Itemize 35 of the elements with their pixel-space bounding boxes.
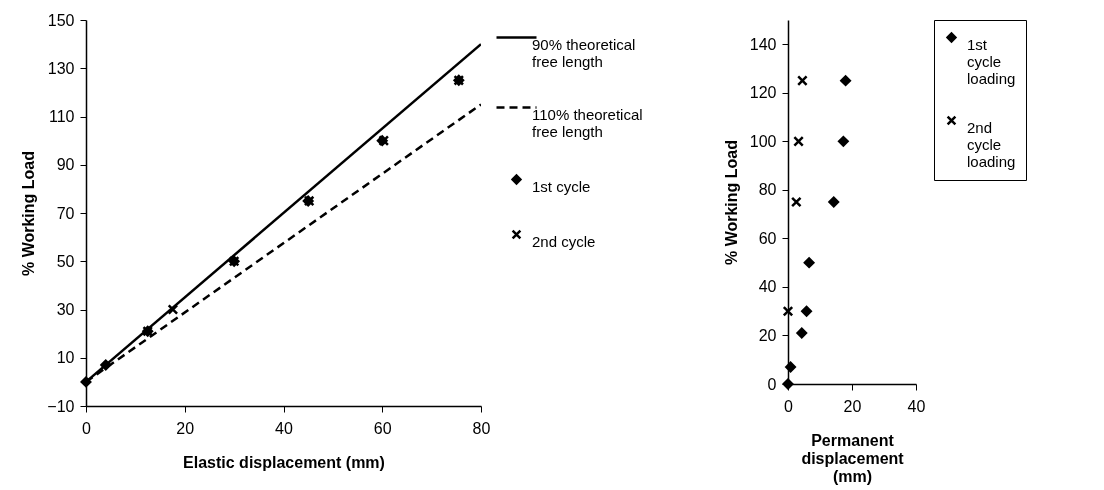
y-tick-label: 140 <box>749 35 777 53</box>
y-tick-label: 40 <box>758 278 777 296</box>
y-tick-label: 120 <box>749 84 777 102</box>
y-tick-label: 20 <box>758 326 777 344</box>
y-tick-label: 0 <box>767 375 777 393</box>
x-tick-label: 20 <box>176 419 195 437</box>
y-tick-label: 90 <box>56 156 75 174</box>
legend-label: 90% theoretical free length <box>532 35 636 70</box>
y-tick-label: 60 <box>758 229 777 247</box>
x-tick-label: 40 <box>907 397 926 415</box>
y-tick-label: 50 <box>56 252 75 270</box>
x-tick-label: 60 <box>373 419 392 437</box>
x-tick-label: 40 <box>275 419 293 437</box>
y-axis-title: % Working Load <box>20 150 38 277</box>
legend-label: 110% theoretical free length <box>532 105 643 140</box>
y-axis-title: % Working Load <box>722 139 740 266</box>
x-tick-label: 80 <box>472 419 491 437</box>
y-tick-label: 80 <box>758 181 777 199</box>
y-tick-label: 110 <box>48 108 75 125</box>
x-axis-title: Permanent displacement (mm) <box>801 431 905 485</box>
y-tick-label: 100 <box>749 132 777 150</box>
legend-label: 1st cycle <box>532 177 591 195</box>
x-tick-label: 20 <box>843 397 862 415</box>
y-tick-label: 150 <box>47 11 75 29</box>
x-axis-title: Elastic displacement (mm) <box>183 453 385 471</box>
y-tick-label: −10 <box>47 397 75 415</box>
legend-label: 1st cycle loading <box>967 35 1016 87</box>
x-tick-label: 0 <box>784 397 794 415</box>
x-tick-label: 0 <box>82 419 92 437</box>
y-tick-label: 70 <box>56 204 75 222</box>
legend-label: 2nd cycle <box>532 232 596 250</box>
y-tick-label: 30 <box>56 301 75 318</box>
legend-label: 2nd cycle loading <box>967 118 1016 170</box>
y-tick-label: 10 <box>56 349 75 367</box>
y-tick-label: 130 <box>47 59 75 77</box>
